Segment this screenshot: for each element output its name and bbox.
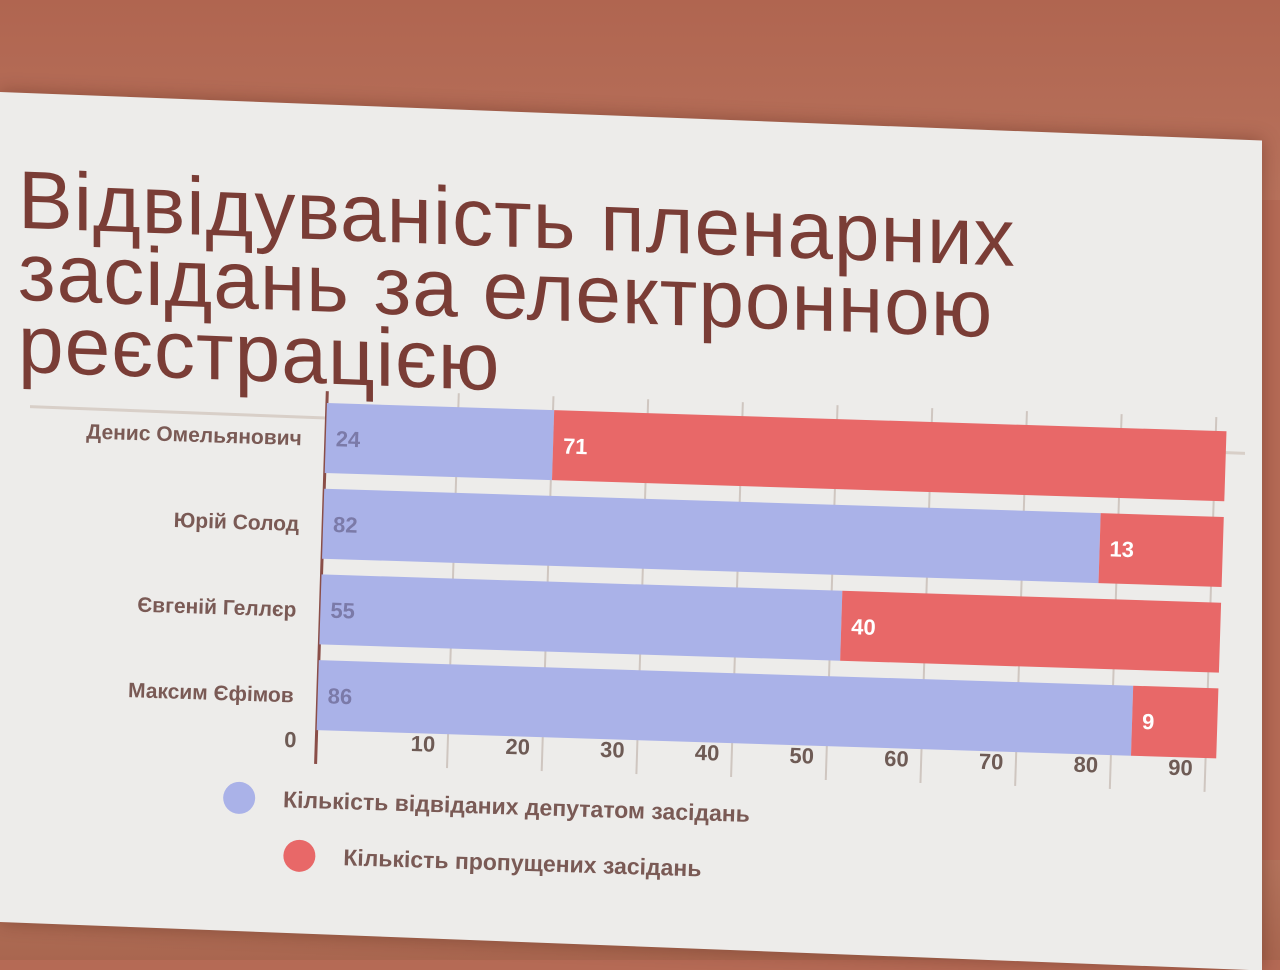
x-tick-label: 40 [694,740,719,766]
x-tick-label: 60 [884,746,909,772]
data-label-missed: 9 [1142,709,1155,734]
chart-legend: Кількість відвіданих депутатом засідань К… [223,781,751,881]
legend-label-missed: Кількість пропущених засідань [343,844,702,881]
category-label: Денис Омельянович [86,420,302,450]
data-label-attended: 86 [327,683,352,709]
bar-missed [1130,685,1219,759]
data-label-missed: 40 [851,614,876,640]
x-tick-label: 20 [505,734,530,760]
bar-attended [322,488,1101,584]
legend-label-attended: Кількість відвіданих депутатом засідань [283,786,751,827]
data-label-attended: 24 [335,426,361,452]
category-label: Максим Єфімов [128,679,294,707]
category-label: Євгеній Геллєр [137,594,297,622]
bar-missed [551,410,1227,502]
x-tick-label: 10 [410,731,435,757]
category-label: Юрій Солод [173,509,299,536]
bar-attended [319,574,843,661]
data-label-attended: 55 [330,598,355,624]
chart-plot-group: 0 10 20 30 40 50 60 70 80 90 24 71 Денис Омельянович… [86,391,1227,792]
legend-marker-attended [223,781,256,814]
x-tick-label: 80 [1073,752,1098,778]
x-tick-label: 90 [1168,755,1193,781]
bar-missed [840,590,1222,673]
bar-attended [316,660,1134,756]
x-tick-label: 30 [600,737,625,763]
bar-missed [1098,513,1224,587]
legend-marker-missed [283,839,316,872]
data-label-missed: 13 [1109,536,1134,562]
bar-attended [324,403,555,481]
x-tick-label: 70 [979,749,1004,775]
x-tick-label: 0 [284,727,297,752]
x-tick-label: 50 [789,743,814,769]
data-label-attended: 82 [333,512,358,538]
data-label-missed: 71 [563,433,588,459]
